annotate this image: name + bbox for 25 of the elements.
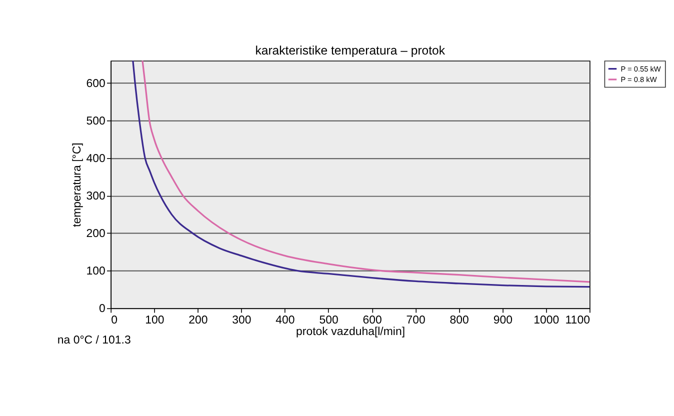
y-tick-label: 100	[86, 265, 106, 278]
x-tick-label: 500	[319, 314, 338, 326]
y-tick-label: 500	[86, 115, 106, 128]
x-axis-title: protok vazduha[l/min]	[296, 326, 406, 338]
y-tick-label: 300	[86, 190, 106, 202]
x-tick-label: 200	[188, 314, 208, 326]
x-tick-label: 300	[232, 314, 252, 326]
legend-label: P = 0.8 kW	[620, 74, 657, 84]
y-tick-label: 400	[86, 152, 106, 165]
y-tick-label: 600	[86, 78, 106, 90]
y-tick-label: 0	[98, 302, 106, 315]
x-tick-label: 600	[362, 314, 382, 326]
x-tick-label: 1100	[565, 314, 590, 326]
legend-label: P = 0.55 kW	[620, 64, 661, 74]
x-tick-label: 1000	[534, 314, 560, 326]
x-tick-label: 0	[111, 314, 118, 326]
y-tick-label: 200	[86, 228, 106, 240]
x-tick-label: 800	[450, 314, 469, 326]
chart-title: karakteristike temperatura – protok	[255, 43, 446, 58]
y-axis-title: temperatura [°C]	[71, 142, 84, 227]
x-tick-label: 900	[493, 314, 512, 326]
x-tick-label: 100	[145, 314, 164, 326]
text: na 0°C / 101.3	[57, 334, 131, 346]
x-tick-label: 400	[276, 314, 295, 326]
x-tick-label: 700	[406, 314, 426, 326]
